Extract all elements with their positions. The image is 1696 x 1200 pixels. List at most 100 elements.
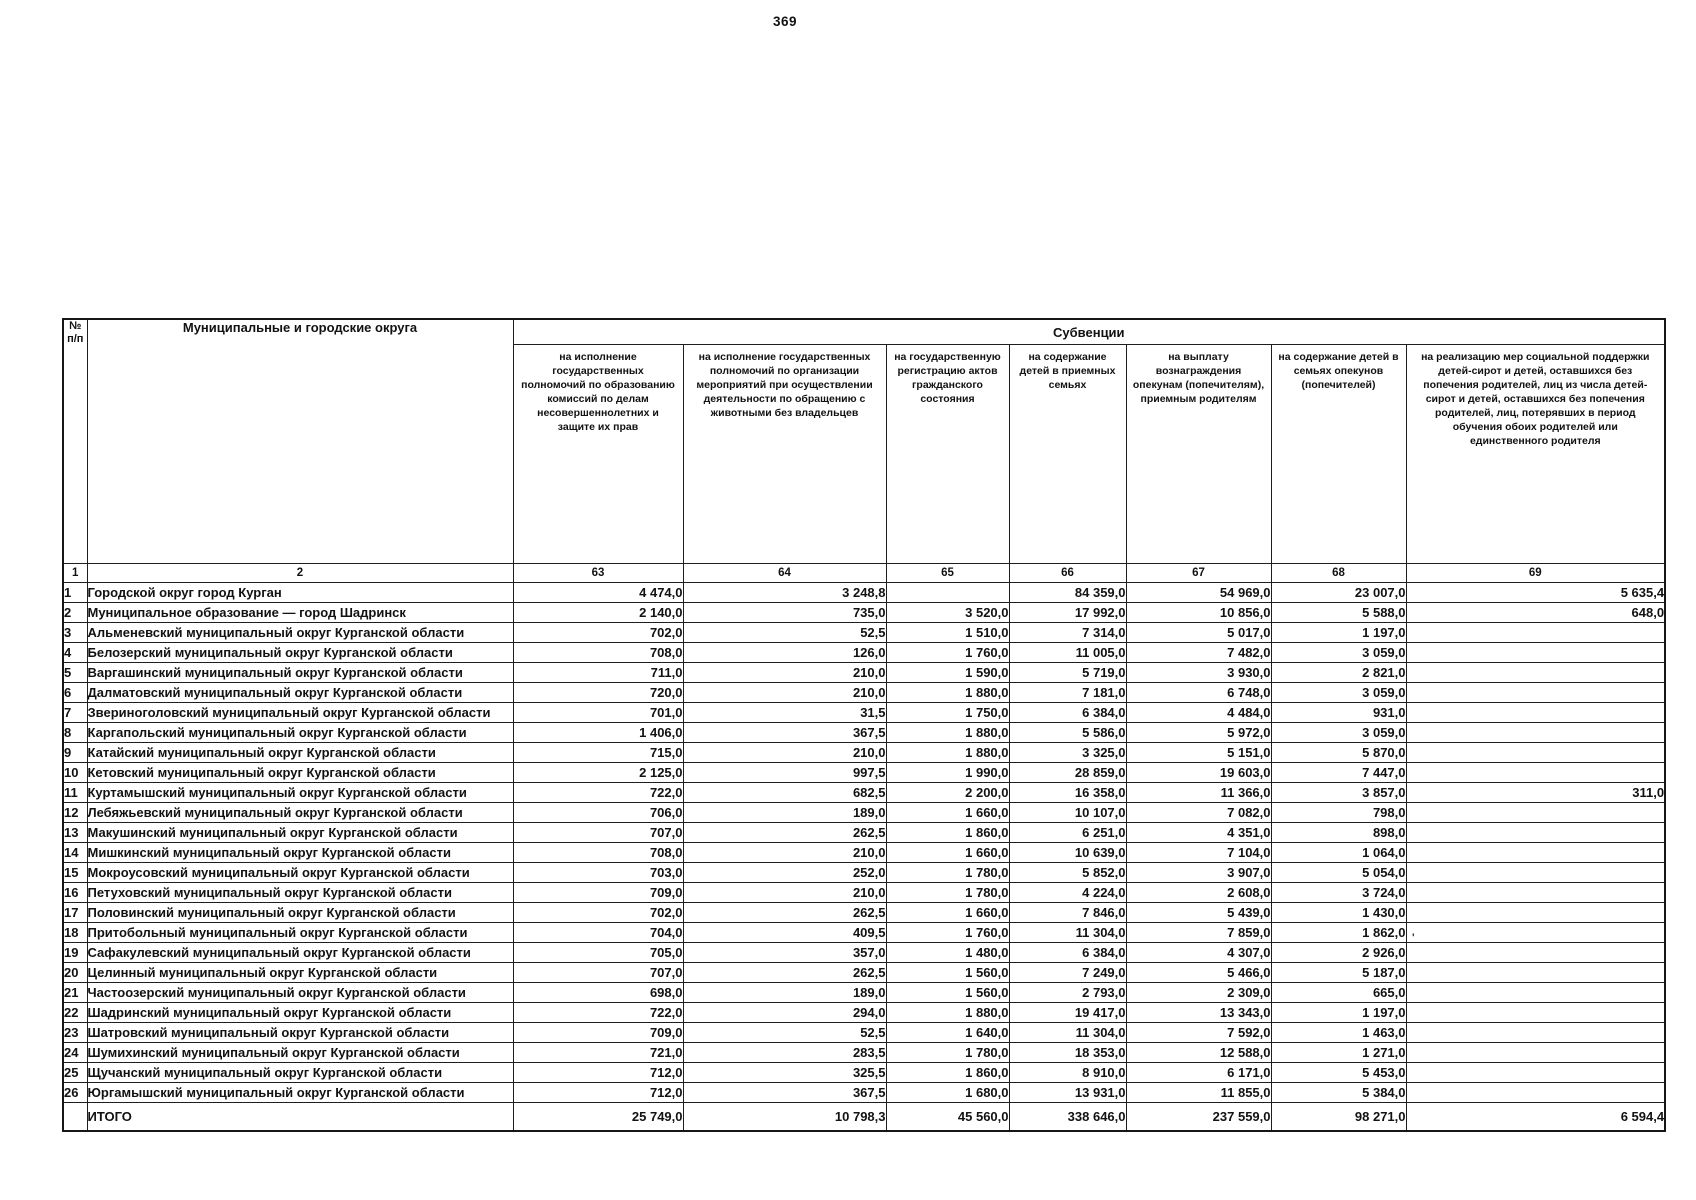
subvention-value: 5 635,4 (1405, 582, 1666, 603)
subvention-value: 189,0 (682, 982, 887, 1003)
subvention-value: 2 309,0 (1125, 982, 1272, 1003)
row-index: 4 (62, 642, 88, 663)
subvention-value (1405, 1062, 1666, 1083)
table-row: 26 Юргамышский муниципальный округ Курган… (62, 1082, 1666, 1103)
col-code-66: 66 (1008, 563, 1127, 583)
subvention-value: 7 181,0 (1008, 682, 1127, 703)
subvention-value: 17 992,0 (1008, 602, 1127, 623)
subvention-value: 11 855,0 (1125, 1082, 1272, 1103)
subvention-value: 722,0 (512, 1002, 684, 1023)
total-value: 6 594,4 (1405, 1102, 1666, 1132)
page-number: 369 (772, 14, 798, 29)
subvention-value: 1 880,0 (885, 742, 1010, 763)
subvention-value: 13 343,0 (1125, 1002, 1272, 1023)
municipality-name: Каргапольский муниципальный округ Курган… (86, 722, 514, 743)
table-row: 25 Щучанский муниципальный округ Курганск… (62, 1062, 1666, 1083)
row-index: 1 (62, 582, 88, 603)
subvention-value (1405, 922, 1666, 943)
subvention-value (1405, 642, 1666, 663)
subvention-value: 720,0 (512, 682, 684, 703)
municipality-name: Мокроусовский муниципальный округ Курган… (86, 862, 514, 883)
table-row: 3 Альменевский муниципальный округ Курган… (62, 622, 1666, 643)
subvention-value: 3 325,0 (1008, 742, 1127, 763)
subvention-value: 1 862,0 (1270, 922, 1407, 943)
subvention-value: 7 314,0 (1008, 622, 1127, 643)
subvention-value: 5 586,0 (1008, 722, 1127, 743)
total-row-number-cell (62, 1102, 88, 1132)
total-value: 338 646,0 (1008, 1102, 1127, 1132)
subvention-value: 7 482,0 (1125, 642, 1272, 663)
subvention-value: 1 660,0 (885, 902, 1010, 923)
subventions-table: № п/п Муниципальные и городские округа С… (62, 318, 1667, 1132)
subvention-value: 709,0 (512, 1022, 684, 1043)
subvention-value: 997,5 (682, 762, 887, 783)
subvention-value: 5 017,0 (1125, 622, 1272, 643)
table-footer: ИТОГО 25 749,0 10 798,3 45 560,0 338 646… (62, 1102, 1666, 1132)
subvention-value: 294,0 (682, 1002, 887, 1023)
municipality-name: Катайский муниципальный округ Курганской… (86, 742, 514, 763)
subvention-value: 721,0 (512, 1042, 684, 1063)
subvention-value: 52,5 (682, 622, 887, 643)
subvention-value (1405, 882, 1666, 903)
subvention-value: 1 780,0 (885, 882, 1010, 903)
subvention-value: 712,0 (512, 1062, 684, 1083)
table-row: 14 Мишкинский муниципальный округ Курганс… (62, 842, 1666, 863)
subvention-value: 2 793,0 (1008, 982, 1127, 1003)
table-row: 13 Макушинский муниципальный округ Курган… (62, 822, 1666, 843)
municipality-name: Мишкинский муниципальный округ Курганско… (86, 842, 514, 863)
municipality-name: Лебяжьевский муниципальный округ Курганс… (86, 802, 514, 823)
column-code-row: 1 2 63 64 65 66 67 68 69 (62, 563, 1666, 583)
municipality-name: Альменевский муниципальный округ Курганс… (86, 622, 514, 643)
subvention-value: 1 760,0 (885, 642, 1010, 663)
subvention-value: 706,0 (512, 802, 684, 823)
row-index: 16 (62, 882, 88, 903)
row-index: 21 (62, 982, 88, 1003)
row-index: 8 (62, 722, 88, 743)
subvention-value (1405, 742, 1666, 763)
subvention-value: 1 680,0 (885, 1082, 1010, 1103)
subvention-value: 709,0 (512, 882, 684, 903)
header-col-63: на исполнение государственных полномочий… (512, 344, 684, 564)
subvention-value: 931,0 (1270, 702, 1407, 723)
subvention-value: 367,5 (682, 1082, 887, 1103)
subvention-value (1405, 902, 1666, 923)
total-value: 237 559,0 (1125, 1102, 1272, 1132)
total-row: ИТОГО 25 749,0 10 798,3 45 560,0 338 646… (62, 1102, 1666, 1132)
subvention-value: 2 821,0 (1270, 662, 1407, 683)
row-index: 9 (62, 742, 88, 763)
col-code-1: 1 (62, 563, 88, 583)
subvention-value (1405, 942, 1666, 963)
header-col-68: на содержание детей в семьях опекунов (п… (1270, 344, 1407, 564)
header-col-66: на содержание детей в приемных семьях (1008, 344, 1127, 564)
row-index: 18 (62, 922, 88, 943)
subvention-value: 210,0 (682, 682, 887, 703)
subvention-value: 5 054,0 (1270, 862, 1407, 883)
subvention-value: 11 366,0 (1125, 782, 1272, 803)
subvention-value: 23 007,0 (1270, 582, 1407, 603)
total-label: ИТОГО (86, 1102, 514, 1132)
subvention-value: 84 359,0 (1008, 582, 1127, 603)
header-col-65: на государственную регистрацию актов гра… (885, 344, 1010, 564)
scan-artifact-mark: ' (1412, 932, 1415, 944)
subvention-value: 31,5 (682, 702, 887, 723)
subvention-value (1405, 1082, 1666, 1103)
subvention-value: 311,0 (1405, 782, 1666, 803)
subvention-value: 11 304,0 (1008, 922, 1127, 943)
header-row-number: № п/п (62, 318, 88, 564)
subvention-value: 4 351,0 (1125, 822, 1272, 843)
subvention-value: 13 931,0 (1008, 1082, 1127, 1103)
subvention-value (1405, 662, 1666, 683)
municipality-name: Далматовский муниципальный округ Курганс… (86, 682, 514, 703)
subvention-value: 4 307,0 (1125, 942, 1272, 963)
subvention-value: 3 724,0 (1270, 882, 1407, 903)
table-row: 15 Мокроусовский муниципальный округ Кург… (62, 862, 1666, 883)
subvention-value: 2 926,0 (1270, 942, 1407, 963)
subvention-value: 1 406,0 (512, 722, 684, 743)
table-body: 1 Городской округ город Курган 4 474,0 3 24… (62, 582, 1666, 1103)
subvention-value: 722,0 (512, 782, 684, 803)
subvention-value: 6 384,0 (1008, 702, 1127, 723)
table-row: 23 Шатровский муниципальный округ Курганс… (62, 1022, 1666, 1043)
table-row: 18 Притобольный муниципальный округ Курга… (62, 922, 1666, 943)
subvention-value: 2 125,0 (512, 762, 684, 783)
